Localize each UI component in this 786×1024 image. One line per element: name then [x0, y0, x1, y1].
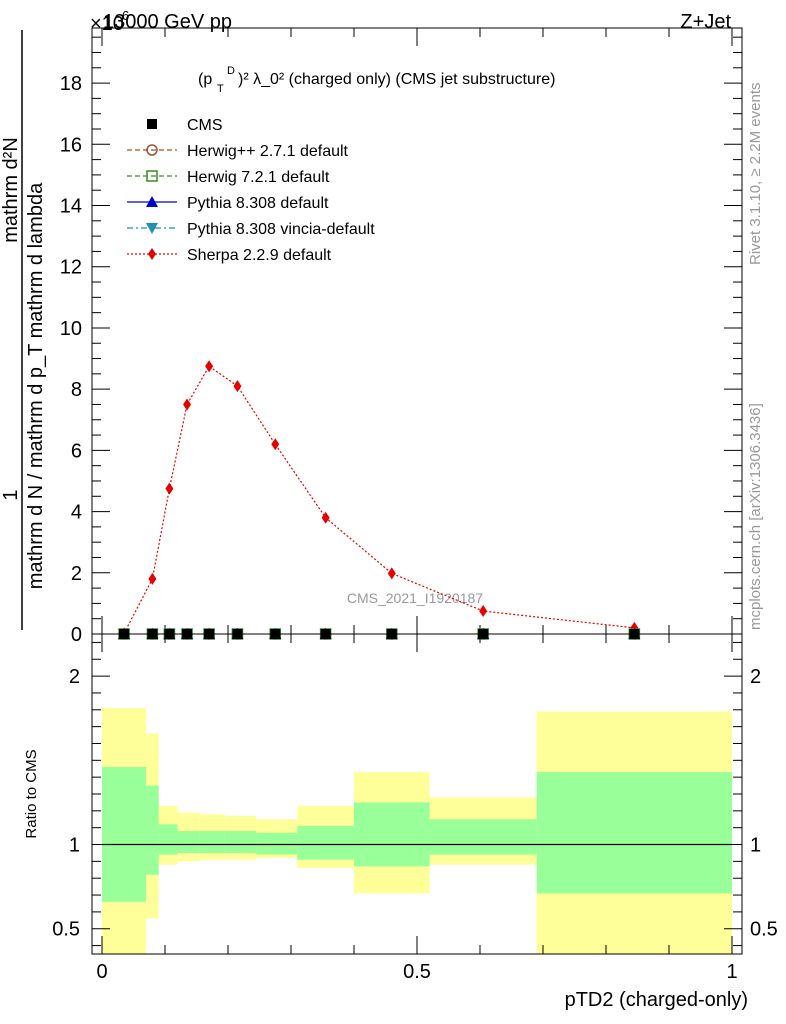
ratio-y-axis-label: Ratio to CMS — [23, 749, 40, 838]
title-rest: )² λ_0² (charged only) (CMS jet substruc… — [238, 71, 555, 88]
title-p: (p — [198, 71, 212, 88]
legend-marker-herwig7 — [146, 170, 158, 182]
legend: CMS Herwig++ 2.7.1 default Herwig 7.2.1 de… — [127, 117, 375, 264]
ratio-bands — [102, 708, 732, 954]
ratio-band-inner — [297, 826, 354, 860]
point-sherpa — [271, 438, 280, 451]
x-axis-label: pTD2 (charged-only) — [565, 989, 748, 1011]
y-tick-label: 0 — [71, 624, 82, 646]
legend-label-pythia: Pythia 8.308 default — [187, 195, 329, 212]
process-label: Z+Jet — [680, 11, 731, 33]
ratio-band-inner — [199, 831, 225, 853]
title-sub: T — [217, 83, 224, 95]
ratio-y-tick-label-right: 0.5 — [750, 919, 778, 941]
legend-marker-cms — [147, 119, 157, 129]
exponent-power: 6 — [122, 8, 129, 23]
x-tick-label: 0.5 — [403, 961, 431, 983]
ylabel-one: 1 — [0, 489, 22, 500]
y-tick-label: 14 — [60, 196, 82, 218]
y-tick-label: 16 — [60, 134, 82, 156]
ratio-y-tick-label-right: 2 — [750, 666, 761, 688]
ratio-band-inner — [224, 831, 257, 853]
ratio-band-inner — [158, 824, 178, 855]
y-tick-label: 4 — [71, 502, 82, 524]
legend-marker-herwigpp — [146, 144, 158, 156]
exponent-label: ×10 — [90, 13, 124, 35]
y-tick-label: 8 — [71, 379, 82, 401]
ratio-band-inner — [429, 819, 537, 855]
point-sherpa — [183, 398, 192, 411]
ratio-band-inner — [354, 802, 430, 867]
y-tick-label: 10 — [60, 318, 82, 340]
ylabel-denominator: mathrm d N / mathrm d p_T mathrm d lambd… — [25, 182, 47, 589]
ratio-band-inner — [177, 831, 200, 853]
upper-axes: 0 2 4 6 8 10 12 14 16 18 — [60, 28, 742, 646]
point-sherpa — [165, 482, 174, 495]
ratio-band-inner — [102, 767, 147, 902]
y-tick-label: 12 — [60, 257, 82, 279]
mcplots-label: mcplots.cern.ch [arXiv:1306.3436] — [747, 403, 764, 630]
ratio-y-tick-label: 0.5 — [52, 919, 80, 941]
ratio-y-tick-label: 1 — [69, 835, 80, 857]
analysis-watermark: CMS_2021_I1920187 — [347, 590, 483, 606]
point-sherpa — [479, 605, 488, 618]
legend-label-herwigpp: Herwig++ 2.7.1 default — [187, 143, 349, 160]
legend-marker-vincia — [146, 223, 158, 234]
title-sup: D — [227, 65, 235, 77]
y-tick-label: 18 — [60, 73, 82, 95]
y-tick-label: 2 — [71, 563, 82, 585]
plot-title: (p D T )² λ_0² (charged only) (CMS jet s… — [198, 65, 555, 95]
ratio-band-inner — [256, 832, 298, 855]
legend-label-herwig7: Herwig 7.2.1 default — [187, 169, 330, 186]
ratio-y-tick-label: 2 — [69, 666, 80, 688]
x-tick-label: 0 — [96, 961, 107, 983]
legend-marker-sherpa — [148, 248, 156, 260]
point-sherpa — [233, 380, 242, 393]
ratio-band-inner — [146, 785, 159, 875]
ratio-band-inner — [536, 772, 732, 894]
legend-label-vincia: Pythia 8.308 vincia-default — [187, 221, 375, 238]
ylabel-numerator: mathrm d²N — [0, 137, 22, 243]
legend-label-cms: CMS — [187, 117, 223, 134]
energy-label: 13000 GeV pp — [103, 11, 232, 33]
y-tick-label: 6 — [71, 440, 82, 462]
legend-marker-pythia — [146, 196, 158, 207]
point-sherpa — [321, 511, 330, 524]
ratio-axes: 0.5 0.5 1 1 2 2 0 0.5 1 — [52, 634, 778, 983]
upper-y-axis-label: 1 mathrm d N / mathrm d p_T mathrm d lam… — [0, 30, 47, 630]
point-sherpa — [387, 567, 396, 580]
rivet-label: Rivet 3.1.10, ≥ 2.2M events — [747, 83, 764, 266]
point-sherpa — [148, 572, 157, 585]
x-tick-label: 1 — [726, 961, 737, 983]
point-sherpa — [205, 360, 214, 373]
ratio-y-tick-label-right: 1 — [750, 835, 761, 857]
legend-label-sherpa: Sherpa 2.2.9 default — [187, 247, 332, 264]
